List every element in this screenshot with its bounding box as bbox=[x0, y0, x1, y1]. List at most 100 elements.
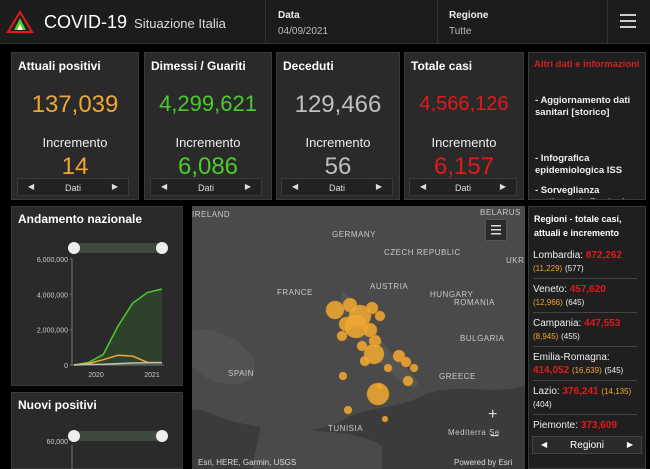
legend-list-icon[interactable] bbox=[485, 219, 507, 241]
region-active: (16,639) bbox=[571, 366, 602, 375]
divider bbox=[607, 0, 608, 44]
range-slider-handle-start[interactable] bbox=[68, 430, 80, 442]
region-bubble[interactable] bbox=[362, 322, 378, 338]
next-arrow-icon[interactable]: ▶ bbox=[111, 182, 118, 191]
app-subtitle: Situazione Italia bbox=[134, 16, 226, 31]
card-dimessi-guariti: Dimessi / Guariti 4,299,621 Incremento 6… bbox=[144, 52, 272, 200]
new-positive-chart-svg[interactable]: 60,000 bbox=[12, 393, 184, 469]
region-bubble[interactable] bbox=[409, 363, 419, 373]
region-value[interactable]: Tutte bbox=[449, 26, 472, 37]
map-bubbles[interactable] bbox=[192, 206, 525, 469]
card-pager: ◀ Dati ▶ bbox=[150, 178, 262, 196]
region-bubble[interactable] bbox=[366, 382, 390, 406]
zoom-in-icon[interactable]: + bbox=[488, 406, 498, 423]
pager-label: Dati bbox=[328, 183, 345, 193]
region-name: Lazio: bbox=[533, 386, 560, 397]
map-label: GERMANY bbox=[332, 230, 376, 239]
header-bar: COVID-19 Situazione Italia Data 04/09/20… bbox=[0, 0, 650, 44]
list-item[interactable]: Lombardia: 872,262 (11,229) (577) bbox=[533, 249, 637, 279]
app-title-text: COVID-19 bbox=[44, 12, 128, 32]
region-bubble[interactable] bbox=[359, 355, 371, 367]
list-item[interactable]: Veneto: 457,620 (12,966) (645) bbox=[533, 283, 637, 313]
pager-label: Dati bbox=[64, 183, 81, 193]
region-bubble[interactable] bbox=[365, 301, 379, 315]
series-line[interactable] bbox=[73, 288, 163, 366]
info-panel: Altri dati e informazioni - Aggiornament… bbox=[528, 52, 646, 200]
region-bubble[interactable] bbox=[383, 363, 393, 373]
card-value: 129,466 bbox=[294, 91, 382, 118]
series-line[interactable] bbox=[73, 361, 163, 366]
region-bubble[interactable] bbox=[356, 340, 368, 352]
regions-panel: Regioni - totale casi, attuali e increme… bbox=[528, 206, 646, 469]
pager-label: Regioni bbox=[570, 440, 604, 451]
card-value: 137,039 bbox=[31, 91, 119, 118]
range-slider-track[interactable] bbox=[72, 431, 164, 441]
next-arrow-icon[interactable]: ▶ bbox=[499, 182, 506, 191]
region-name: Campania: bbox=[533, 318, 582, 329]
info-link-aggiornamento[interactable]: - Aggiornamento dati sanitari [storico] bbox=[535, 95, 631, 118]
card-inc-label: Incremento bbox=[42, 135, 108, 150]
chart-title: Nuovi positivi bbox=[18, 398, 97, 412]
date-label: Data bbox=[278, 10, 300, 21]
prev-arrow-icon[interactable]: ◀ bbox=[541, 440, 548, 449]
prev-arrow-icon[interactable]: ◀ bbox=[292, 182, 299, 191]
date-value[interactable]: 04/09/2021 bbox=[278, 26, 329, 37]
range-slider-handle-end[interactable] bbox=[156, 430, 168, 442]
list-item[interactable]: Lazio: 376,241 (14,135) (404) bbox=[533, 385, 637, 415]
list-item[interactable]: Campania: 447,553 (8,945) (455) bbox=[533, 317, 637, 347]
map-label: UKR bbox=[506, 256, 525, 265]
region-bubble[interactable] bbox=[325, 300, 345, 320]
card-value: 4,566,126 bbox=[419, 93, 509, 115]
card-title: Attuali positivi bbox=[18, 59, 101, 73]
region-bubble[interactable] bbox=[400, 356, 412, 368]
region-total: 376,241 bbox=[562, 386, 599, 397]
range-slider-handle-start[interactable] bbox=[68, 242, 80, 254]
info-link-sorveglianza[interactable]: - Sorveglianza settimanale Regioni bbox=[535, 185, 625, 199]
card-inc-value: 6,086 bbox=[177, 153, 239, 180]
next-arrow-icon[interactable]: ▶ bbox=[375, 182, 382, 191]
map-label: BELARUS bbox=[480, 208, 521, 217]
y-tick-label: 60,000 bbox=[47, 439, 69, 446]
range-slider-track[interactable] bbox=[72, 243, 164, 253]
y-tick-label: 2,000,000 bbox=[37, 328, 68, 335]
prev-arrow-icon[interactable]: ◀ bbox=[28, 182, 35, 191]
region-increment: (404) bbox=[533, 400, 552, 409]
card-value: 4,299,621 bbox=[159, 91, 257, 116]
prev-arrow-icon[interactable]: ◀ bbox=[161, 182, 168, 191]
map-label: FRANCE bbox=[277, 288, 313, 297]
chart-title: Andamento nazionale bbox=[18, 212, 143, 226]
powered-by-esri[interactable]: Powered by Esri bbox=[454, 458, 513, 467]
next-arrow-icon[interactable]: ▶ bbox=[244, 182, 251, 191]
trend-chart-svg[interactable]: 6,000,000 4,000,000 2,000,000 0 2020 2021 bbox=[12, 207, 184, 387]
card-inc-value: 6,157 bbox=[433, 153, 495, 180]
region-bubble[interactable] bbox=[336, 330, 348, 342]
card-attuali-positivi: Attuali positivi 137,039 Incremento 14 bbox=[11, 52, 139, 200]
region-bubble[interactable] bbox=[402, 375, 414, 387]
region-bubble[interactable] bbox=[338, 371, 348, 381]
region-total: 447,553 bbox=[584, 318, 621, 329]
range-slider-handle-end[interactable] bbox=[156, 242, 168, 254]
region-bubble[interactable] bbox=[374, 310, 386, 322]
menu-icon[interactable] bbox=[620, 14, 636, 28]
card-title: Deceduti bbox=[283, 59, 334, 73]
region-bubble[interactable] bbox=[343, 405, 353, 415]
info-link-infografica[interactable]: - Infografica epidemiologica ISS bbox=[535, 153, 623, 176]
map-label: ROMANIA bbox=[454, 298, 495, 307]
x-tick-label: 2021 bbox=[144, 372, 160, 379]
next-arrow-icon[interactable]: ▶ bbox=[626, 440, 633, 449]
map-view[interactable]: IRELAND GERMANY CZECH REPUBLIC BELARUS FRANC… bbox=[192, 206, 525, 469]
divider bbox=[265, 0, 266, 44]
map-label: BULGARIA bbox=[460, 334, 505, 343]
pager-label: Dati bbox=[454, 183, 471, 193]
zoom-out-icon[interactable]: − bbox=[490, 428, 500, 445]
x-tick-label: 2020 bbox=[88, 372, 104, 379]
card-pager: ◀ Dati ▶ bbox=[281, 178, 393, 196]
list-item[interactable]: Emilia-Romagna: 414,052 (16,639) (545) bbox=[533, 351, 637, 381]
card-inc-label: Incremento bbox=[175, 135, 241, 150]
region-bubble[interactable] bbox=[381, 415, 389, 423]
list-item[interactable]: Piemonte: 373,609 bbox=[533, 419, 637, 435]
map-label: CZECH REPUBLIC bbox=[384, 248, 461, 257]
prev-arrow-icon[interactable]: ◀ bbox=[420, 182, 427, 191]
map-label: TUNISIA bbox=[328, 424, 364, 433]
list-icon bbox=[491, 225, 501, 235]
